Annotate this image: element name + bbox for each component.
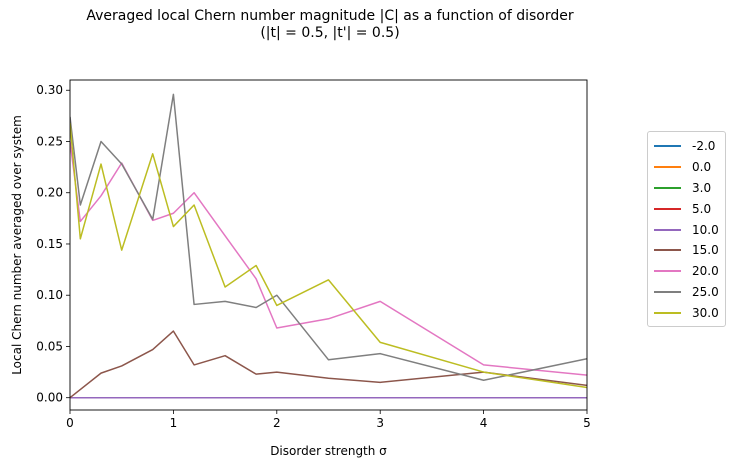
x-axis-label: Disorder strength σ	[270, 444, 387, 458]
legend-label: 15.0	[692, 243, 719, 258]
legend-label: -2.0	[692, 139, 716, 154]
series-line-25.0	[70, 93, 587, 382]
legend-item-3.0: 3.0	[648, 178, 725, 199]
y-tick-label: 0.00	[36, 391, 63, 405]
legend-item--2.0: -2.0	[648, 136, 725, 157]
y-tick-label: 0.10	[36, 288, 63, 302]
legend-label: 25.0	[692, 284, 719, 299]
axis-ticks: 0 1 2 3 4 5 0.00 0.05 0.10 0.15 0.20 0.25 0.30	[36, 83, 591, 430]
legend-label: 3.0	[692, 180, 712, 195]
series-line-15.0	[70, 330, 587, 399]
legend-swatch	[654, 145, 681, 148]
plot-area-frame	[69, 79, 588, 411]
legend-item-20.0: 20.0	[648, 261, 725, 282]
series-line-20.0	[70, 141, 587, 376]
legend: -2.0 0.0 3.0 5.0 10.0 15.0 20.0 25.0 30.0	[647, 131, 726, 328]
chart-title-line-2: (|t| = 0.5, |t'| = 0.5)	[260, 25, 400, 41]
y-tick-label: 0.05	[36, 339, 63, 353]
legend-swatch	[654, 270, 681, 273]
x-tick-label: 1	[170, 416, 178, 430]
legend-label: 0.0	[692, 160, 712, 175]
legend-item-10.0: 10.0	[648, 219, 725, 240]
legend-swatch	[654, 186, 681, 189]
legend-item-30.0: 30.0	[648, 302, 725, 323]
x-tick-label: 3	[376, 416, 384, 430]
legend-swatch	[654, 207, 681, 210]
chart-title-line-1: Averaged local Chern number magnitude |C…	[86, 8, 574, 24]
legend-item-25.0: 25.0	[648, 282, 725, 303]
x-tick-label: 2	[273, 416, 281, 430]
series-layer	[70, 93, 587, 399]
y-tick-label: 0.15	[36, 237, 63, 251]
legend-label: 10.0	[692, 222, 719, 237]
y-tick-label: 0.20	[36, 186, 63, 200]
y-tick-label: 0.30	[36, 83, 63, 97]
chart-title: Averaged local Chern number magnitude |C…	[0, 8, 660, 42]
y-axis-label: Local Chern number averaged over system	[10, 115, 24, 375]
legend-label: 20.0	[692, 264, 719, 279]
x-tick-label: 5	[583, 416, 591, 430]
legend-item-5.0: 5.0	[648, 198, 725, 219]
legend-label: 5.0	[692, 201, 712, 216]
legend-label: 30.0	[692, 305, 719, 320]
legend-swatch	[654, 311, 681, 314]
legend-item-15.0: 15.0	[648, 240, 725, 261]
x-tick-label: 0	[66, 416, 74, 430]
legend-swatch	[654, 249, 681, 252]
x-tick-label: 4	[480, 416, 488, 430]
legend-item-0.0: 0.0	[648, 157, 725, 178]
series-line-30.0	[70, 122, 587, 389]
legend-swatch	[654, 166, 681, 169]
legend-swatch	[654, 228, 681, 231]
y-tick-label: 0.25	[36, 134, 63, 148]
legend-swatch	[654, 290, 681, 293]
